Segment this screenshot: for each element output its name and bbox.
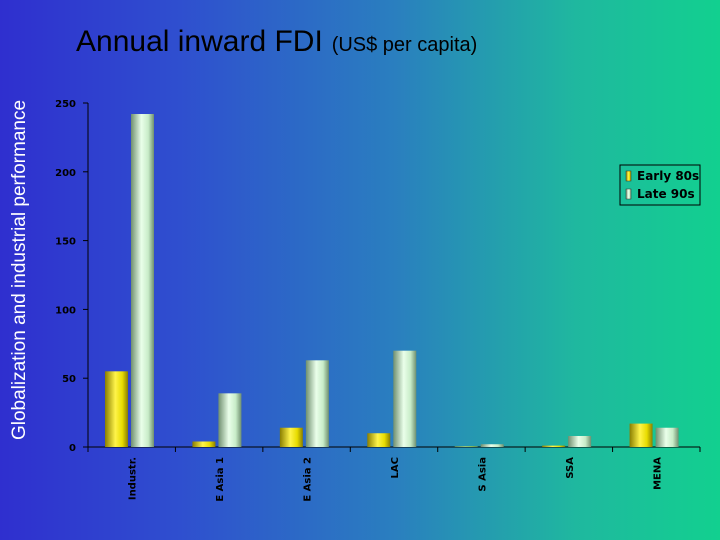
x-category-label: LAC — [390, 457, 401, 478]
legend-box — [619, 164, 701, 206]
y-tick-label: 250 — [55, 99, 76, 110]
legend-swatch — [625, 188, 632, 200]
bar-early-80s — [367, 433, 391, 447]
bar-early-80s — [629, 423, 653, 447]
y-tick-label: 0 — [69, 443, 76, 454]
y-tick-label: 150 — [55, 237, 76, 248]
chart-bars — [105, 114, 679, 448]
bar-late-90s — [393, 350, 417, 447]
chart-legend: Early 80s Late 90s — [619, 164, 701, 206]
bar-late-90s — [131, 114, 154, 448]
bar-late-90s — [568, 435, 592, 447]
bar-early-80s — [105, 371, 128, 447]
y-tick-label: 100 — [55, 305, 76, 316]
bar-early-80s — [279, 427, 303, 447]
chart-title-main: Annual inward FDI — [76, 25, 323, 58]
chart-title: Annual inward FDI (US$ per capita) — [76, 22, 477, 59]
legend-label: Late 90s — [637, 187, 695, 201]
x-category-label: SSA — [565, 457, 576, 479]
bar-late-90s — [480, 444, 504, 447]
legend-swatch — [625, 170, 632, 182]
bar-early-80s — [454, 446, 478, 447]
x-category-label: MENA — [652, 457, 663, 490]
bar-early-80s — [542, 445, 566, 447]
y-tick-label: 200 — [55, 168, 76, 179]
y-tick-label: 50 — [62, 374, 76, 385]
x-category-label: E Asia 1 — [215, 457, 226, 502]
legend-label: Early 80s — [637, 169, 699, 183]
chart-title-subtitle: (US$ per capita) — [331, 34, 478, 56]
bar-late-90s — [655, 427, 679, 447]
x-axis-labels: Industr. E Asia 1 E Asia 2 LAC S Asia SSA MENA — [128, 457, 664, 502]
bar-late-90s — [305, 360, 329, 447]
bar-late-90s — [218, 393, 242, 447]
x-category-label: S Asia — [477, 457, 488, 492]
bar-early-80s — [192, 441, 216, 447]
x-category-label: Industr. — [128, 457, 139, 500]
x-category-label: E Asia 2 — [303, 457, 314, 502]
